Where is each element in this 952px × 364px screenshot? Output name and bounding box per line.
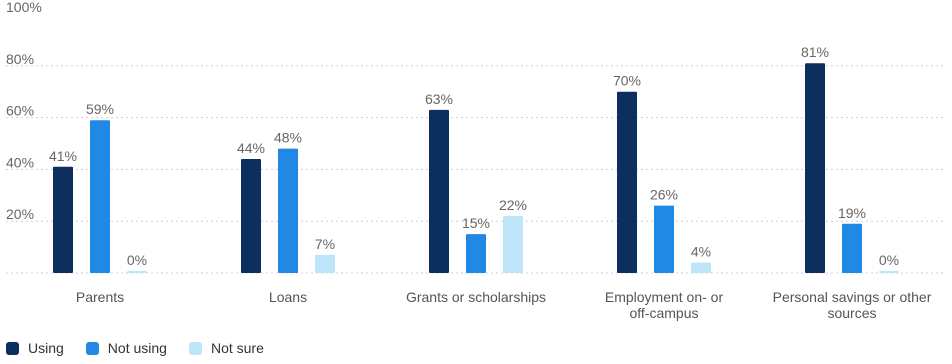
bar-not-using [466,234,486,273]
y-tick-label: 100% [6,0,42,15]
data-labels: 41% 59% 0% 44% 48% 7% 63% 15% 22% 70% 26% 4% 81% 19% 0… [49,44,899,268]
data-label: 0% [879,252,899,268]
legend-item-using[interactable]: Using [6,340,64,356]
data-label: 48% [274,130,302,146]
bar-using [241,159,261,273]
data-label: 41% [49,148,77,164]
category-label: off-campus [630,305,699,321]
legend-item-not-using[interactable]: Not using [85,340,167,356]
category-label: Grants or scholarships [406,289,546,305]
legend-label: Not using [107,340,167,356]
legend-label: Not sure [210,340,264,356]
bar-using [53,166,73,273]
y-tick-label: 40% [6,154,34,170]
category-label: sources [827,305,876,321]
bar-not-sure [879,271,899,273]
category-label: Loans [269,289,307,305]
legend-item-not-sure[interactable]: Not sure [188,340,264,356]
bar-not-using [654,205,674,273]
bar-chart: 20% 40% 60% 80% 100% 41% 59% 0% 44% 48% 7% 63% 15% 2… [6,0,946,321]
y-axis-tick-labels: 20% 40% 60% 80% 100% [6,0,42,222]
bar-not-using [842,223,862,273]
bar-not-sure [315,254,335,273]
data-label: 44% [237,140,265,156]
data-label: 63% [425,91,453,107]
bar-not-sure [691,262,711,273]
data-label: 15% [462,215,490,231]
category-labels: Parents Loans Grants or scholarships Employ… [76,289,932,321]
data-label: 22% [499,197,527,213]
bar-not-using [90,120,110,273]
bar-using [429,109,449,273]
bar-not-sure [127,271,147,273]
data-label: 70% [613,73,641,89]
data-label: 7% [315,236,335,252]
legend-label: Using [28,340,64,356]
legend-swatch [6,341,19,355]
category-label: Personal savings or other [773,289,932,305]
data-label: 26% [650,187,678,203]
legend-swatch [188,341,202,355]
bars [53,63,899,274]
bar-using [617,91,637,273]
y-tick-label: 80% [6,51,34,67]
bar-using [805,63,825,274]
data-label: 19% [838,205,866,221]
legend: Using Not using Not sure [6,340,264,356]
y-tick-label: 20% [6,206,34,222]
category-label: Parents [76,289,124,305]
data-label: 81% [801,44,829,60]
data-label: 59% [86,101,114,117]
bar-not-using [278,148,298,273]
category-label: Employment on- or [605,289,724,305]
y-tick-label: 60% [6,103,34,119]
legend-swatch [85,341,99,355]
data-label: 0% [127,252,147,268]
bar-not-sure [503,216,523,273]
data-label: 4% [691,244,711,260]
